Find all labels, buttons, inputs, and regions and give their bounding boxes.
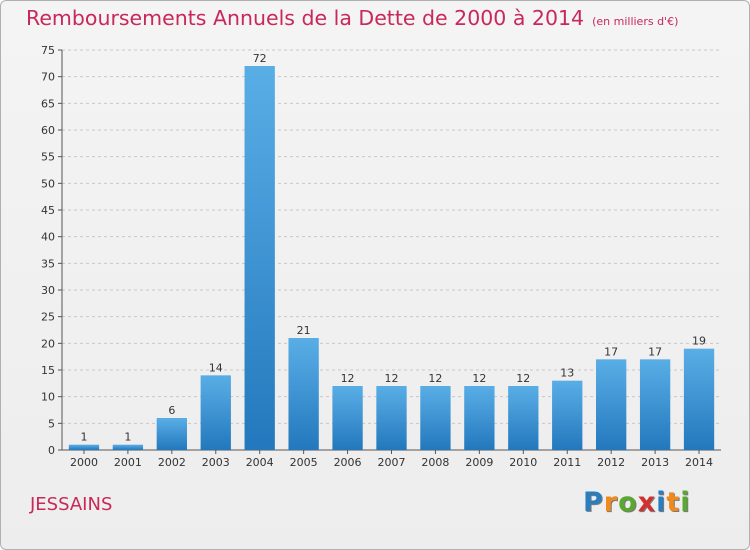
y-tick-label: 70 — [41, 71, 55, 84]
unit-note: (en milliers d'€) — [592, 15, 679, 28]
y-tick-label: 30 — [41, 284, 55, 297]
y-tick-label: 5 — [48, 417, 55, 430]
logo-letter: o — [618, 487, 638, 518]
x-tick-label-2005: 2005 — [290, 456, 318, 469]
value-label-2009: 12 — [472, 372, 486, 385]
chart-title-text: Remboursements Annuels de la Dette de 20… — [26, 6, 585, 30]
logo-letter: r — [603, 487, 619, 518]
bar-2004 — [244, 66, 275, 450]
y-tick-label: 0 — [48, 444, 55, 457]
y-tick-label: 25 — [41, 311, 55, 324]
town-name: JESSAINS — [30, 494, 113, 515]
x-tick-label-2011: 2011 — [553, 456, 581, 469]
value-label-2013: 17 — [648, 345, 662, 358]
x-tick-label-2002: 2002 — [158, 456, 186, 469]
bar-2002 — [156, 418, 187, 450]
bar-2000 — [68, 444, 100, 450]
chart-title: Remboursements Annuels de la Dette de 20… — [26, 6, 678, 30]
x-tick-label-2014: 2014 — [685, 456, 713, 469]
y-tick-label: 75 — [41, 44, 55, 57]
value-label-2008: 12 — [428, 372, 442, 385]
y-tick-label: 45 — [41, 204, 55, 217]
bar-2007 — [376, 386, 407, 450]
value-label-2011: 13 — [560, 367, 574, 380]
x-tick-label-2008: 2008 — [421, 456, 449, 469]
value-label-2005: 21 — [297, 324, 311, 337]
x-tick-label-2000: 2000 — [70, 456, 98, 469]
bar-2011 — [552, 380, 583, 450]
value-label-2004: 72 — [253, 52, 267, 65]
bar-2003 — [200, 375, 231, 450]
logo-letter: i — [680, 487, 691, 518]
value-label-2007: 12 — [385, 372, 399, 385]
x-tick-label-2006: 2006 — [334, 456, 362, 469]
bar-2010 — [508, 386, 539, 450]
value-label-2014: 19 — [692, 335, 706, 348]
bar-2005 — [288, 338, 319, 450]
x-tick-label-2007: 2007 — [378, 456, 406, 469]
bar-2001 — [112, 444, 144, 450]
value-label-2000: 1 — [80, 431, 87, 444]
value-label-2002: 6 — [168, 404, 175, 417]
value-label-2012: 17 — [604, 345, 618, 358]
x-tick-label-2013: 2013 — [641, 456, 669, 469]
value-label-2010: 12 — [516, 372, 530, 385]
bar-2009 — [464, 386, 495, 450]
bar-2014 — [683, 348, 715, 450]
logo-letter: t — [666, 487, 681, 518]
bar-2012 — [596, 359, 627, 450]
x-tick-label-2001: 2001 — [114, 456, 142, 469]
value-label-2001: 1 — [124, 431, 131, 444]
bar-2013 — [639, 359, 671, 450]
bar-2008 — [420, 386, 451, 450]
x-tick-label-2004: 2004 — [246, 456, 274, 469]
y-tick-label: 10 — [41, 391, 55, 404]
x-tick-label-2010: 2010 — [509, 456, 537, 469]
x-tick-label-2009: 2009 — [465, 456, 493, 469]
logo-letter: P — [583, 487, 604, 518]
y-tick-label: 35 — [41, 257, 55, 270]
logo-letter: x — [637, 487, 657, 518]
y-tick-label: 55 — [41, 151, 55, 164]
y-tick-label: 20 — [41, 337, 55, 350]
bar-2006 — [332, 386, 363, 450]
x-tick-label-2003: 2003 — [202, 456, 230, 469]
x-tick-label-2012: 2012 — [597, 456, 625, 469]
proxiti-logo: Proxiti — [583, 487, 691, 518]
y-tick-label: 15 — [41, 364, 55, 377]
logo-letter: i — [656, 487, 667, 518]
value-label-2003: 14 — [209, 361, 223, 374]
y-tick-label: 40 — [41, 231, 55, 244]
y-tick-label: 50 — [41, 177, 55, 190]
value-label-2006: 12 — [341, 372, 355, 385]
y-tick-label: 60 — [41, 124, 55, 137]
y-tick-label: 65 — [41, 97, 55, 110]
